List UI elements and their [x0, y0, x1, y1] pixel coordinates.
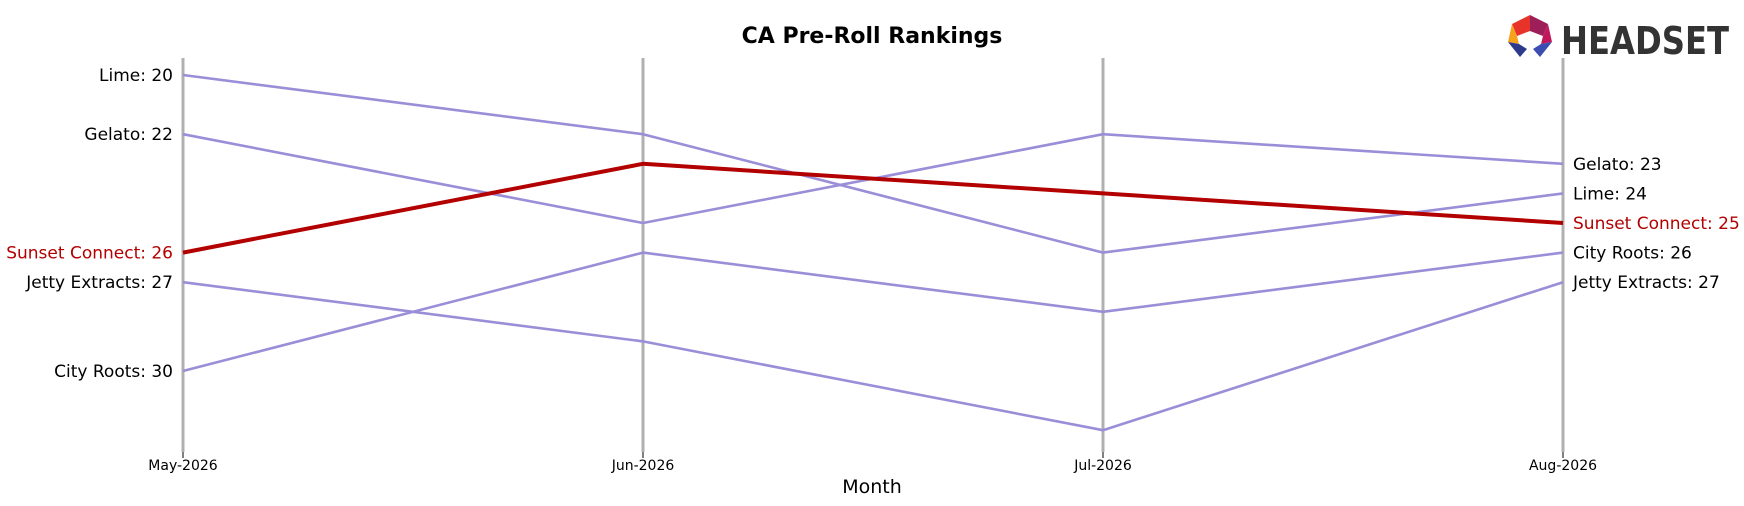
series-lines: [182, 73, 1564, 432]
month-tick-labels: May-2026 Jun-2026 Jul-2026 Aug-2026: [148, 458, 1597, 474]
month-axes: [181, 58, 1565, 458]
left-label-sunset-connect: Sunset Connect: 26: [6, 244, 173, 264]
series-line-city-roots: [182, 251, 1564, 373]
right-label-gelato: Gelato: 23: [1573, 155, 1662, 175]
right-label-jetty-extracts: Jetty Extracts: 27: [1572, 273, 1720, 293]
left-label-lime: Lime: 20: [99, 66, 173, 86]
series-line-lime: [182, 73, 1564, 254]
tick-label-jul-2026: Jul-2026: [1073, 458, 1132, 474]
tick-label-jun-2026: Jun-2026: [611, 458, 675, 474]
left-label-gelato: Gelato: 22: [84, 125, 173, 145]
headset-logo-icon: [1508, 15, 1552, 57]
left-label-city-roots: City Roots: 30: [54, 362, 173, 382]
chart-title: CA Pre-Roll Rankings: [742, 24, 1003, 49]
left-label-jetty-extracts: Jetty Extracts: 27: [25, 273, 173, 293]
left-rank-labels: Lime: 20 Gelato: 22 Sunset Connect: 26 Jett…: [6, 66, 173, 382]
tick-label-may-2026: May-2026: [148, 458, 217, 474]
series-line-sunset-connect: [182, 161, 1564, 255]
right-label-sunset-connect: Sunset Connect: 25: [1573, 214, 1740, 234]
right-label-lime: Lime: 24: [1573, 184, 1647, 204]
tick-label-aug-2026: Aug-2026: [1529, 458, 1597, 474]
series-line-jetty-extracts: [182, 280, 1564, 432]
x-axis-label: Month: [842, 476, 902, 498]
right-rank-labels: Gelato: 23 Lime: 24 Sunset Connect: 25 City…: [1572, 155, 1740, 293]
headset-logo: HEADSET: [1508, 15, 1729, 63]
right-label-city-roots: City Roots: 26: [1573, 244, 1692, 264]
logo-wordmark: HEADSET: [1561, 19, 1729, 63]
